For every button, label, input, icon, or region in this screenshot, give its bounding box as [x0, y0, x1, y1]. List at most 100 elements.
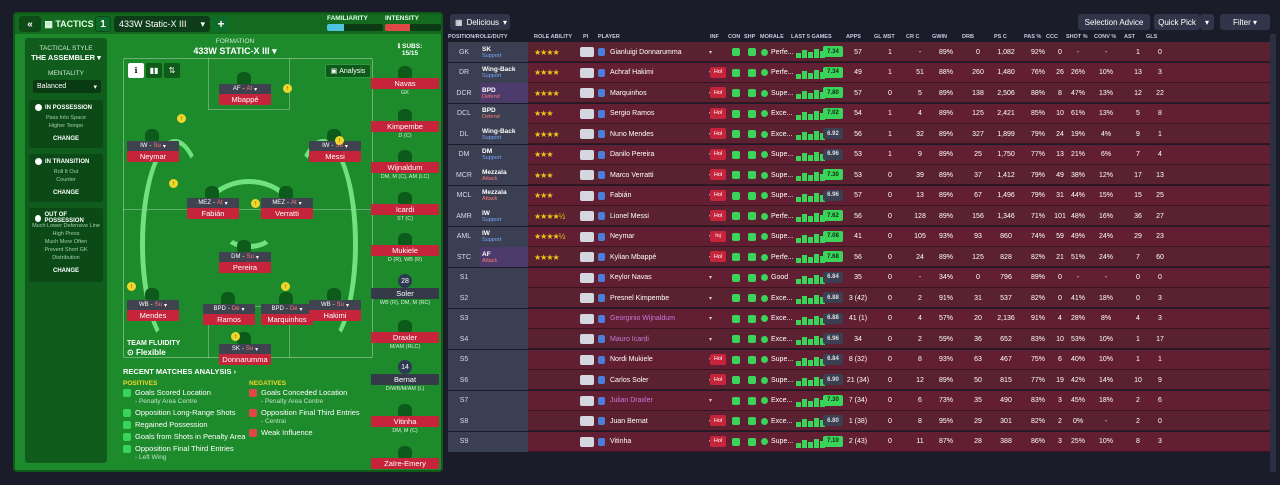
- chart-icon[interactable]: ▮▮: [146, 63, 162, 78]
- position-cell[interactable]: S7: [448, 390, 480, 411]
- role-duty-cell[interactable]: DM Support: [480, 144, 528, 165]
- role-duty-cell[interactable]: [480, 370, 528, 390]
- column-header[interactable]: ROLE ABILITY: [534, 34, 572, 40]
- table-row[interactable]: S8 Juan Bernat▾ Hol Exce... 6.80 1 (38) 0…: [448, 411, 1274, 431]
- player-cell[interactable]: Fabián▾: [598, 186, 716, 206]
- selection-advice-button[interactable]: Selection Advice: [1078, 14, 1150, 30]
- column-header[interactable]: POSITION/ROLE/DUTY: [448, 34, 508, 40]
- table-row[interactable]: S9 Vitinha▾ Hol Supe... 7.10 2 (43) 0 11 87…: [448, 431, 1274, 452]
- position-cell[interactable]: S2: [448, 288, 480, 308]
- role-duty-cell[interactable]: Mezzala Attack: [480, 165, 528, 185]
- player-cell[interactable]: Vitinha▾: [598, 432, 716, 452]
- player-instructions-icon[interactable]: [580, 395, 594, 406]
- player-cell[interactable]: Georginio Wijnaldum ▾: [598, 309, 716, 329]
- filter-dropdown[interactable]: Filter ▾: [1220, 14, 1270, 30]
- player-instructions-icon[interactable]: [580, 47, 594, 57]
- player-cell[interactable]: Gianluigi Donnarumma ▾: [598, 42, 716, 62]
- position-cell[interactable]: DCR: [448, 83, 480, 103]
- vertical-scrollbar[interactable]: [1270, 34, 1276, 472]
- player-cell[interactable]: Presnel Kimpembe ▾: [598, 288, 716, 308]
- player-cell[interactable]: Danilo Pereira▾: [598, 145, 716, 165]
- player-role[interactable]: MEZ - At ▾: [261, 198, 313, 208]
- column-header[interactable]: DRB: [962, 34, 974, 40]
- recent-matches-analysis-link[interactable]: RECENT MATCHES ANALYSIS ›: [123, 367, 237, 376]
- table-row[interactable]: S3 Georginio Wijnaldum ▾ Exce... 6.88 41 …: [448, 308, 1274, 329]
- position-cell[interactable]: S1: [448, 267, 480, 288]
- tactics-tab[interactable]: ▦ TACTICS: [44, 18, 94, 30]
- table-row[interactable]: S7 Julian Draxler ▾ Exce... 7.30 7 (34) 0 6…: [448, 390, 1274, 411]
- quick-pick-button[interactable]: Quick Pick: [1154, 14, 1200, 30]
- player-instructions-icon[interactable]: [580, 170, 594, 180]
- role-duty-cell[interactable]: Wing-Back Support: [480, 62, 528, 83]
- player-cell[interactable]: Marquinhos▾: [598, 83, 716, 103]
- player-instructions-icon[interactable]: [580, 149, 594, 160]
- player-cell[interactable]: Marco Verratti▾: [598, 165, 716, 185]
- player-role[interactable]: BPD - De ▾: [261, 304, 313, 314]
- player-instructions-icon[interactable]: [580, 375, 594, 385]
- role-duty-cell[interactable]: IW Support: [480, 206, 528, 226]
- player-role[interactable]: AF - At ▾: [219, 84, 271, 94]
- player-cell[interactable]: Sergio Ramos▾: [598, 104, 716, 124]
- player-instructions-icon[interactable]: [580, 354, 594, 365]
- column-header[interactable]: PLAYER: [598, 34, 620, 40]
- player-instructions-icon[interactable]: [580, 416, 594, 426]
- column-header[interactable]: CON: [728, 34, 741, 40]
- position-cell[interactable]: S8: [448, 411, 480, 431]
- column-header[interactable]: LAST 5 GAMES: [791, 34, 832, 40]
- player-instructions-icon[interactable]: [580, 190, 594, 201]
- position-cell[interactable]: S6: [448, 370, 480, 390]
- player-cell[interactable]: Mauro Icardi ▾: [598, 329, 716, 349]
- position-cell[interactable]: S3: [448, 308, 480, 329]
- role-duty-cell[interactable]: BPD Defend: [480, 83, 528, 103]
- player-role[interactable]: IW - Su ▾: [127, 141, 179, 151]
- player-role[interactable]: MEZ - At ▾: [187, 198, 239, 208]
- column-header[interactable]: SHOT %: [1066, 34, 1088, 40]
- player-cell[interactable]: Nordi Mukiele▾: [598, 350, 716, 370]
- player-cell[interactable]: Keylor Navas ▾: [598, 268, 716, 288]
- column-header[interactable]: MORALE: [760, 34, 784, 40]
- collapse-panel-button[interactable]: «: [19, 16, 41, 32]
- analysis-item[interactable]: Goals Scored Location - Penalty Area Cent…: [123, 388, 211, 406]
- column-header[interactable]: PI: [583, 34, 589, 40]
- player-instructions-icon[interactable]: [580, 252, 594, 262]
- out-of-possession-change-button[interactable]: CHANGE: [52, 268, 79, 274]
- player-role[interactable]: DM - Su ▾: [219, 252, 271, 262]
- in-transition-change-button[interactable]: CHANGE: [52, 190, 79, 196]
- view-select-dropdown[interactable]: ▦ Delicious ▾: [450, 14, 510, 30]
- player-cell[interactable]: Juan Bernat▾: [598, 411, 716, 431]
- player-instructions-icon[interactable]: [580, 272, 594, 283]
- player-cell[interactable]: Julian Draxler ▾: [598, 391, 716, 411]
- role-duty-cell[interactable]: [480, 308, 528, 329]
- role-duty-cell[interactable]: IW Support: [480, 226, 528, 247]
- analysis-item[interactable]: Goals Conceded Location - Penalty Area Ce…: [249, 388, 347, 406]
- column-header[interactable]: CONV %: [1094, 34, 1117, 40]
- position-cell[interactable]: MCR: [448, 165, 480, 185]
- intensity-bar[interactable]: [385, 24, 441, 31]
- in-possession-change-button[interactable]: CHANGE: [52, 136, 79, 142]
- player-instructions-icon[interactable]: [580, 313, 594, 324]
- table-row[interactable]: S2 Presnel Kimpembe ▾ Exce... 6.88 3 (42)…: [448, 288, 1274, 308]
- player-instructions-icon[interactable]: [580, 129, 594, 139]
- role-duty-cell[interactable]: Wing-Back Support: [480, 124, 528, 144]
- role-duty-cell[interactable]: BPD Defend: [480, 103, 528, 124]
- position-cell[interactable]: GK: [448, 42, 480, 62]
- player-instructions-icon[interactable]: [580, 436, 594, 447]
- position-cell[interactable]: S5: [448, 349, 480, 370]
- player-cell[interactable]: Carlos Soler▾: [598, 370, 716, 390]
- player-instructions-icon[interactable]: [580, 211, 594, 221]
- role-duty-cell[interactable]: [480, 329, 528, 349]
- position-cell[interactable]: S4: [448, 329, 480, 349]
- mentality-dropdown[interactable]: Balanced ▾: [33, 80, 101, 93]
- familiarity-bar[interactable]: [327, 24, 383, 31]
- position-cell[interactable]: DL: [448, 124, 480, 144]
- position-cell[interactable]: DCL: [448, 103, 480, 124]
